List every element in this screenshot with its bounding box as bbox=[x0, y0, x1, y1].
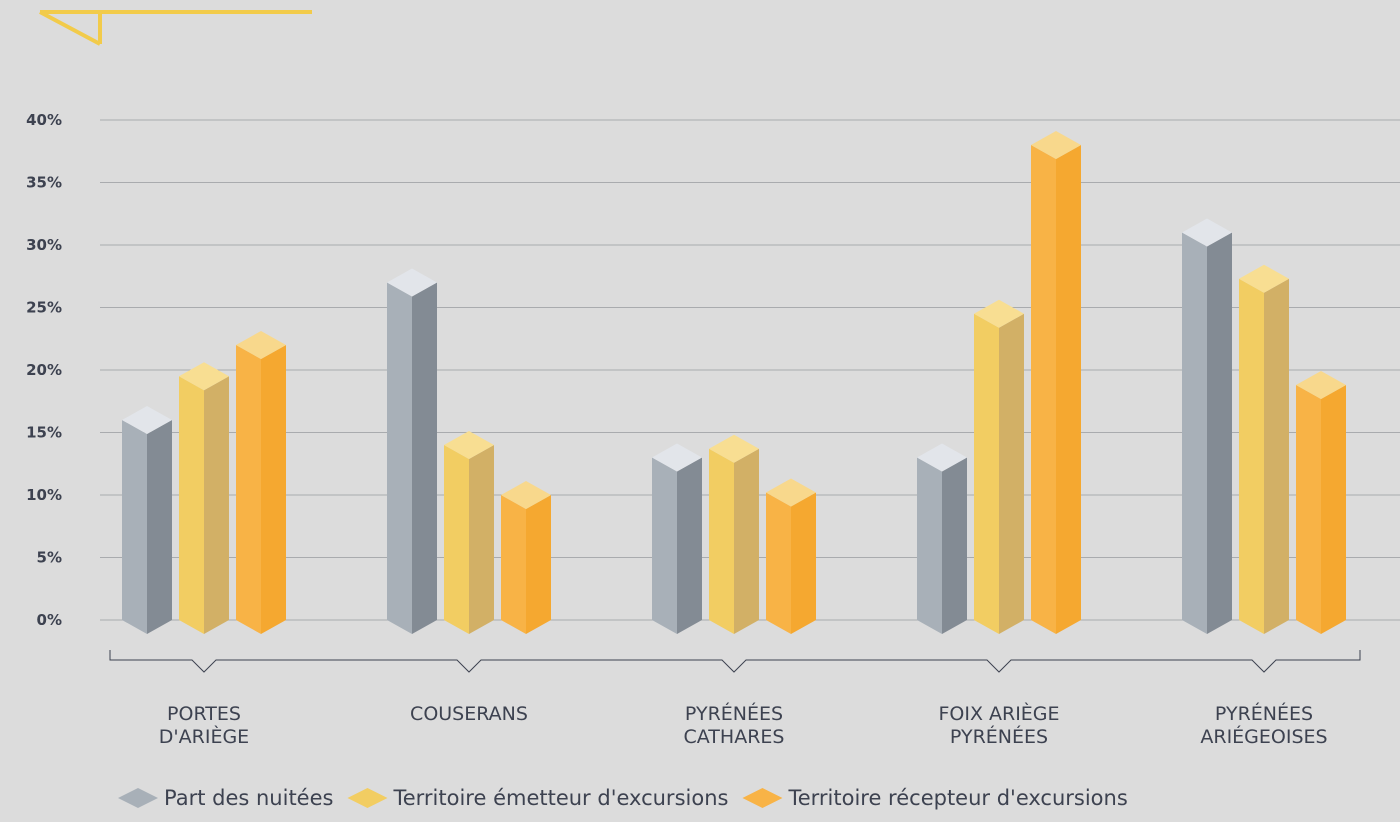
corner-accent-decoration bbox=[40, 10, 312, 44]
bar-top-face bbox=[1031, 131, 1081, 159]
bar-side-face bbox=[261, 345, 286, 634]
legend: Part des nuitées Territoire émetteur d'ex… bbox=[118, 786, 1128, 810]
bar-front-face bbox=[1031, 145, 1056, 634]
bar-top-face bbox=[1239, 264, 1289, 293]
bar-side-face bbox=[999, 313, 1024, 634]
bar-side-face bbox=[1321, 385, 1346, 634]
category-bracket bbox=[109, 650, 1361, 673]
x-category-label: FOIX ARIÈGE PYRÉNÉES bbox=[938, 702, 1059, 748]
bar-top-face bbox=[766, 478, 816, 507]
bar-side-face bbox=[1207, 232, 1232, 634]
bar-top-face bbox=[444, 431, 494, 459]
bar-territoire-emetteur-d-excursions-2 bbox=[444, 431, 494, 634]
bar-part-des-nuitees-2 bbox=[387, 268, 437, 634]
legend-item-part-des-nuitees: Part des nuitées bbox=[118, 786, 333, 810]
bar-top-face bbox=[387, 268, 437, 297]
bar-territoire-recepteur-d-excursions-1 bbox=[236, 331, 286, 634]
y-tick-label: 20% bbox=[26, 361, 62, 379]
bar-front-face bbox=[652, 457, 677, 634]
bar-top-face bbox=[1296, 371, 1346, 399]
legend-swatch bbox=[118, 788, 158, 808]
bars bbox=[122, 131, 1346, 634]
bar-front-face bbox=[917, 457, 942, 634]
bar-top-face bbox=[236, 331, 286, 359]
bar-front-face bbox=[766, 492, 791, 634]
bar-part-des-nuitees-3 bbox=[652, 443, 702, 634]
bar-front-face bbox=[236, 345, 261, 634]
bar-territoire-recepteur-d-excursions-2 bbox=[501, 481, 551, 634]
x-category-label: PYRÉNÉES CATHARES bbox=[684, 702, 785, 748]
legend-label: Part des nuitées bbox=[164, 786, 333, 810]
y-tick-label: 40% bbox=[26, 111, 62, 129]
bar-territoire-emetteur-d-excursions-1 bbox=[179, 362, 229, 634]
y-tick-label: 30% bbox=[26, 236, 62, 254]
legend-item-territoire-emetteur-d-excursions: Territoire émetteur d'excursions bbox=[347, 786, 728, 810]
bar-front-face bbox=[179, 376, 204, 634]
y-tick-label: 5% bbox=[37, 549, 62, 567]
legend-item-territoire-recepteur-d-excursions: Territoire récepteur d'excursions bbox=[742, 786, 1128, 810]
bar-top-face bbox=[122, 406, 172, 434]
bar-side-face bbox=[942, 457, 967, 634]
bar-side-face bbox=[791, 492, 816, 634]
bar-front-face bbox=[709, 448, 734, 634]
bar-top-face bbox=[709, 434, 759, 463]
legend-swatch bbox=[347, 788, 388, 808]
y-tick-label: 0% bbox=[37, 611, 62, 629]
bar-side-face bbox=[1056, 145, 1081, 634]
x-axis: PORTES D'ARIÈGE COUSERANS PYRÉNÉES CATHARES F… bbox=[159, 702, 1328, 748]
bar-front-face bbox=[1239, 278, 1264, 634]
bar-side-face bbox=[526, 495, 551, 634]
bar-side-face bbox=[1264, 278, 1289, 634]
bar-front-face bbox=[1296, 385, 1321, 634]
x-category-label: PYRÉNÉES ARIÉGEOISES bbox=[1200, 702, 1327, 748]
corner-accent-chevron bbox=[39, 10, 101, 46]
y-tick-label: 25% bbox=[26, 299, 62, 317]
bar-part-des-nuitees-1 bbox=[122, 406, 172, 634]
bar-front-face bbox=[444, 445, 469, 634]
bar-territoire-emetteur-d-excursions-4 bbox=[974, 299, 1024, 634]
bar-top-face bbox=[652, 443, 702, 472]
bar-side-face bbox=[412, 282, 437, 634]
bar-top-face bbox=[179, 362, 229, 391]
y-tick-label: 35% bbox=[26, 174, 62, 192]
legend-label: Territoire récepteur d'excursions bbox=[787, 786, 1127, 810]
bar-side-face bbox=[147, 420, 172, 634]
bar-territoire-emetteur-d-excursions-3 bbox=[709, 434, 759, 634]
x-category-label: PORTES D'ARIÈGE bbox=[159, 703, 249, 748]
legend-label: Territoire émetteur d'excursions bbox=[392, 786, 728, 810]
bar-top-face bbox=[974, 299, 1024, 328]
bar-side-face bbox=[734, 448, 759, 634]
bar-front-face bbox=[501, 495, 526, 634]
bar-top-face bbox=[917, 443, 967, 472]
bar-territoire-recepteur-d-excursions-5 bbox=[1296, 371, 1346, 634]
y-tick-label: 15% bbox=[26, 424, 62, 442]
bar-side-face bbox=[204, 376, 229, 634]
legend-swatch bbox=[742, 788, 783, 808]
y-axis: 0% 5% 10% 15% 20% 25% 30% 35% 40% bbox=[26, 111, 62, 629]
bar-front-face bbox=[974, 313, 999, 634]
x-category-label: COUSERANS bbox=[410, 703, 528, 725]
bar-front-face bbox=[122, 420, 147, 634]
bar-territoire-recepteur-d-excursions-4 bbox=[1031, 131, 1081, 634]
bar-side-face bbox=[469, 445, 494, 634]
bar-part-des-nuitees-5 bbox=[1182, 218, 1232, 634]
bar-front-face bbox=[1182, 232, 1207, 634]
bar-part-des-nuitees-4 bbox=[917, 443, 967, 634]
grid-lines bbox=[100, 119, 1400, 621]
bar-front-face bbox=[387, 282, 412, 634]
bar-side-face bbox=[677, 457, 702, 634]
bar-territoire-emetteur-d-excursions-5 bbox=[1239, 264, 1289, 634]
category-bracket-line bbox=[109, 650, 1361, 673]
bar-top-face bbox=[501, 481, 551, 509]
bar-territoire-recepteur-d-excursions-3 bbox=[766, 478, 816, 634]
bar-top-face bbox=[1182, 218, 1232, 247]
y-tick-label: 10% bbox=[26, 486, 62, 504]
